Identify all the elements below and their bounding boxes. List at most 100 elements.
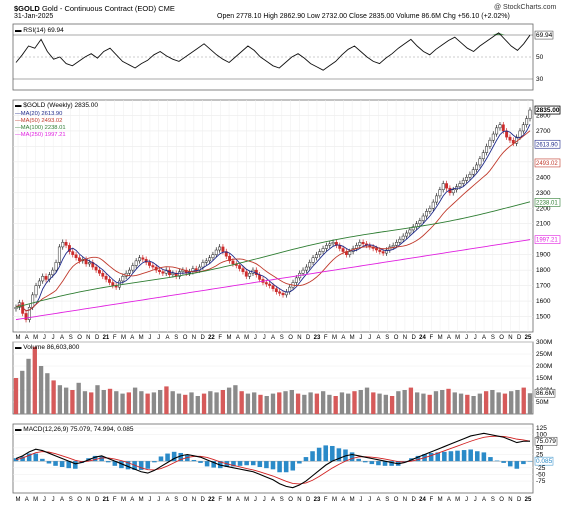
macd-histogram-bar — [415, 455, 421, 462]
volume-bar — [258, 394, 263, 414]
x-axis-label: J — [359, 335, 362, 341]
volume-bar — [183, 394, 188, 414]
ma-legend-1: —MA(50) 2493.02 — [15, 118, 62, 124]
macd-histogram-bar — [270, 461, 276, 470]
ma-line-2 — [15, 201, 531, 308]
macd-histogram-bar — [303, 457, 309, 462]
volume-bar — [220, 390, 226, 414]
volume-bar — [521, 387, 526, 414]
price-candle-body — [408, 229, 412, 234]
price-candle-body — [475, 164, 479, 170]
volume-bar — [371, 392, 376, 414]
price-candle-body — [505, 130, 509, 138]
macd-histogram-bar — [185, 454, 190, 462]
volume-bar — [396, 391, 401, 414]
price-candle-body — [438, 189, 442, 197]
macd-histogram-bar — [250, 461, 256, 466]
x-axis-label: F — [324, 335, 328, 341]
volume-bar — [63, 387, 69, 414]
macd-histogram-bar — [336, 448, 342, 462]
price-candle-body — [244, 271, 248, 277]
x-axis-label: A — [236, 335, 240, 341]
volume-bar — [527, 393, 533, 414]
macd-histogram-bar — [448, 451, 454, 462]
volume-bar — [295, 393, 301, 414]
price-tick-label: 2800 — [536, 112, 551, 119]
ma-last-value-box — [534, 198, 561, 207]
macd-histogram-bar — [310, 451, 315, 462]
price-candle-body — [64, 242, 68, 246]
macd-histogram-bar — [53, 461, 58, 466]
price-candle-body — [458, 183, 462, 187]
macd-histogram-bar — [442, 451, 447, 462]
x-axis-label: O — [183, 497, 188, 503]
price-candle-body — [24, 313, 28, 320]
macd-line — [15, 432, 531, 489]
x-axis-label: F — [429, 335, 433, 341]
macd-signal-line — [15, 435, 531, 485]
price-candle-body — [304, 266, 308, 271]
x-axis-label: F — [218, 497, 222, 503]
x-axis-label: D — [517, 335, 522, 341]
price-tick-label: 2700 — [536, 128, 551, 135]
price-candle-body — [37, 280, 41, 286]
price-candle-body — [67, 245, 71, 252]
price-candle-body — [418, 220, 422, 224]
volume-bar — [308, 392, 313, 414]
x-axis-label: F — [113, 335, 117, 341]
x-axis-label: J — [43, 497, 46, 503]
macd-histogram-bar — [92, 455, 98, 462]
macd-histogram-bar — [297, 461, 302, 464]
macd-histogram-bar — [507, 461, 513, 467]
macd-histogram-bar — [211, 461, 216, 468]
volume-bar — [358, 390, 363, 414]
price-candle-body — [361, 242, 365, 245]
macd-histogram-bar — [145, 461, 151, 469]
price-candle-body — [108, 279, 111, 283]
open-label: Open — [217, 13, 235, 20]
price-candle-body — [508, 136, 512, 141]
price-candle-body — [41, 276, 45, 282]
volume-bar — [364, 387, 370, 414]
price-candle-body — [74, 254, 78, 259]
rsi-overbought-fill — [492, 32, 499, 35]
ma-last-value-box — [534, 235, 561, 244]
ma-line-0 — [15, 124, 531, 312]
x-axis-label: S — [69, 335, 73, 341]
price-candle-body — [314, 254, 318, 259]
price-candle-body — [465, 177, 469, 181]
price-tick-label: 1700 — [536, 283, 551, 290]
x-axis-label: A — [130, 335, 134, 341]
x-axis-label: A — [165, 335, 169, 341]
volume-bar — [314, 393, 320, 414]
macd-hist-value-box — [534, 456, 554, 466]
volume-bar — [101, 390, 106, 414]
price-candle-body — [128, 269, 131, 274]
price-candle-body — [311, 257, 315, 263]
price-candle-body — [495, 127, 499, 135]
volume-bar — [107, 388, 113, 414]
volume-bar — [158, 390, 163, 414]
volume-bar — [446, 388, 451, 414]
x-axis-label: M — [438, 335, 443, 341]
volume-bar — [496, 392, 501, 414]
volume-bar — [465, 394, 470, 414]
price-candle-body — [241, 268, 245, 272]
price-candle-body — [348, 251, 352, 255]
volume-bar — [509, 391, 514, 414]
volume-bar — [164, 386, 169, 414]
x-axis-label: A — [482, 335, 486, 341]
x-axis-label: A — [236, 497, 240, 503]
volume-bar — [201, 393, 207, 414]
price-candle-body — [358, 242, 362, 246]
x-axis-label: J — [474, 335, 477, 341]
price-candle-body — [134, 260, 138, 266]
macd-histogram-bar — [204, 461, 210, 467]
price-candle-body — [97, 269, 101, 274]
macd-histogram-bar — [277, 461, 282, 473]
price-candle-body — [401, 235, 405, 240]
ma-last-value-box — [534, 158, 561, 168]
price-tick-label: 1900 — [536, 252, 551, 259]
x-axis-label: O — [288, 497, 293, 503]
volume-last-value-box — [534, 388, 556, 398]
